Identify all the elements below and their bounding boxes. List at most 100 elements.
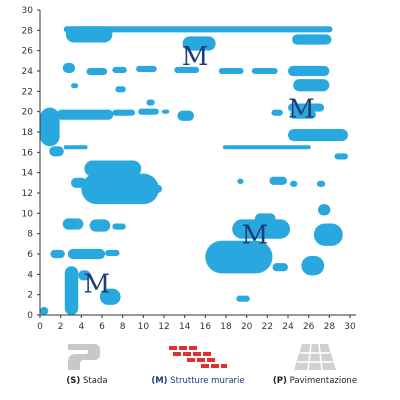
damage-region-41	[112, 223, 126, 230]
damage-region-27	[63, 145, 88, 150]
x-tick-label-2: 4	[78, 322, 84, 332]
damage-region-40	[89, 219, 111, 232]
damage-region-24	[40, 107, 60, 147]
damage-region-9	[218, 67, 244, 75]
y-tick-label-2: 4	[27, 270, 33, 280]
damage-region-26	[288, 128, 348, 142]
damage-region-45	[50, 249, 65, 259]
y-tick-label-4: 8	[27, 230, 33, 240]
x-tick-label-4: 8	[120, 322, 126, 332]
y-tick-label-8: 16	[22, 148, 34, 158]
damage-region-30	[84, 160, 142, 177]
damage-region-25	[49, 146, 64, 157]
damage-region-21	[177, 110, 194, 121]
damage-region-10	[251, 67, 278, 75]
damage-region-51	[64, 266, 79, 315]
x-tick-label-7: 14	[179, 322, 191, 332]
y-tick-label-3: 6	[27, 250, 33, 260]
legend-item-stada: (S) Stada	[22, 340, 152, 386]
damage-region-0	[63, 26, 333, 33]
damage-region-17	[112, 109, 136, 116]
damage-region-8	[174, 66, 200, 74]
paving-icon	[294, 343, 336, 371]
damage-regions	[40, 26, 348, 315]
marker-label-1: M	[288, 95, 315, 125]
x-tick-label-14: 28	[324, 322, 336, 332]
damage-region-4	[62, 62, 76, 74]
damage-region-49	[272, 263, 288, 272]
y-tick-label-1: 2	[27, 291, 33, 301]
legend: (S) Stada (M) Strutture murarie	[0, 340, 400, 400]
y-tick-label-11: 22	[22, 87, 33, 97]
damage-region-42	[232, 219, 291, 239]
legend-code-p: (P)	[272, 376, 287, 386]
damage-region-15	[288, 103, 325, 112]
damage-region-46	[67, 248, 106, 260]
brick-wall-icon	[169, 346, 227, 368]
legend-item-pavimentazione: (P) Pavimentazione	[250, 340, 380, 386]
damage-region-7	[136, 65, 157, 73]
legend-code-m: (M)	[151, 376, 168, 386]
damage-region-6	[112, 66, 127, 74]
damage-region-11	[288, 65, 330, 77]
damage-region-3	[292, 34, 332, 45]
damage-region-1	[65, 26, 113, 43]
road-icon	[68, 344, 100, 370]
damage-region-18	[138, 108, 159, 115]
damage-region-35	[237, 178, 244, 184]
x-tick-label-9: 18	[220, 322, 232, 332]
marker-labels: M M M M	[84, 42, 315, 300]
damage-region-28	[222, 145, 311, 150]
legend-label-p: Pavimentazione	[289, 376, 358, 386]
x-tick-label-8: 16	[200, 322, 212, 332]
x-tick-label-1: 2	[58, 322, 64, 332]
damage-region-48	[205, 240, 273, 274]
y-tick-label-9: 18	[22, 128, 34, 138]
damage-region-16	[56, 109, 114, 120]
damage-region-31	[81, 173, 159, 205]
damage-region-43	[254, 213, 276, 224]
x-tick-label-13: 26	[303, 322, 315, 332]
damage-region-29	[334, 153, 348, 160]
damage-region-50	[301, 256, 325, 276]
x-tick-label-6: 12	[158, 322, 169, 332]
y-tick-label-6: 12	[22, 189, 33, 199]
x-tick-label-15: 30	[344, 322, 356, 332]
y-tick-label-14: 28	[22, 26, 34, 36]
legend-label-m: Strutture murarie	[170, 376, 245, 386]
legend-item-strutture-murarie: (M) Strutture murarie	[133, 340, 263, 386]
damage-region-33	[71, 177, 87, 188]
damage-region-2	[182, 36, 216, 51]
damage-region-47	[105, 249, 120, 257]
x-tick-label-10: 20	[241, 322, 253, 332]
x-tick-label-11: 22	[262, 322, 273, 332]
damage-region-14	[115, 86, 126, 93]
damage-region-38	[317, 204, 331, 216]
damage-region-20	[161, 109, 170, 114]
damage-region-13	[71, 83, 79, 89]
damage-region-44	[313, 223, 343, 246]
marker-label-2: M	[242, 221, 269, 251]
marker-label-0: M	[182, 42, 209, 72]
damage-region-23	[290, 110, 316, 119]
damage-region-19	[146, 99, 155, 106]
damage-region-12	[293, 79, 330, 92]
y-tick-label-15: 30	[22, 6, 34, 16]
y-tick-label-7: 14	[22, 169, 34, 179]
y-tick-label-12: 24	[22, 67, 34, 77]
y-tick-label-13: 26	[22, 47, 34, 57]
damage-region-53	[99, 288, 121, 305]
x-tick-label-3: 6	[99, 322, 105, 332]
marker-label-3: M	[84, 269, 111, 299]
damage-region-34	[269, 176, 287, 185]
damage-region-37	[316, 180, 326, 187]
y-tick-label-10: 20	[22, 108, 34, 118]
legend-label-s: Stada	[83, 376, 108, 386]
damage-region-22	[271, 109, 283, 116]
damage-region-55	[40, 306, 49, 315]
y-tick-label-5: 10	[22, 209, 34, 219]
x-tick-label-0: 0	[37, 322, 43, 332]
damage-region-5	[86, 67, 108, 76]
legend-code-s: (S)	[66, 376, 81, 386]
